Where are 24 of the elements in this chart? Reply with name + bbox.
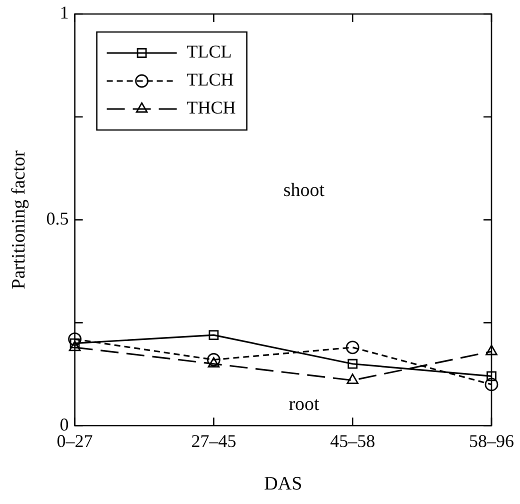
y-tick-label: 0.5 — [46, 208, 69, 229]
point — [484, 378, 498, 392]
point — [68, 340, 81, 352]
point — [486, 344, 498, 356]
point — [486, 371, 496, 382]
point — [346, 340, 360, 354]
annotation: shoot — [283, 180, 326, 201]
x-tick-label: 27–45 — [191, 431, 236, 452]
legend-label: THCH — [186, 98, 236, 118]
x-tick-label: 45–58 — [330, 431, 376, 452]
x-axis-title: DAS — [264, 474, 302, 495]
x-tick-label: 58–96 — [469, 431, 514, 452]
point — [348, 358, 358, 369]
legend-label: TLCL — [186, 42, 232, 62]
annotation: root — [288, 394, 320, 416]
point — [68, 332, 82, 346]
y-tick-label: 1 — [60, 2, 69, 23]
point — [208, 330, 219, 340]
y-axis-title: Partitioning factor — [8, 150, 30, 290]
point — [208, 357, 220, 368]
point — [346, 374, 358, 384]
legend-label: TLCH — [186, 70, 234, 90]
point — [207, 353, 220, 366]
point — [70, 338, 80, 348]
